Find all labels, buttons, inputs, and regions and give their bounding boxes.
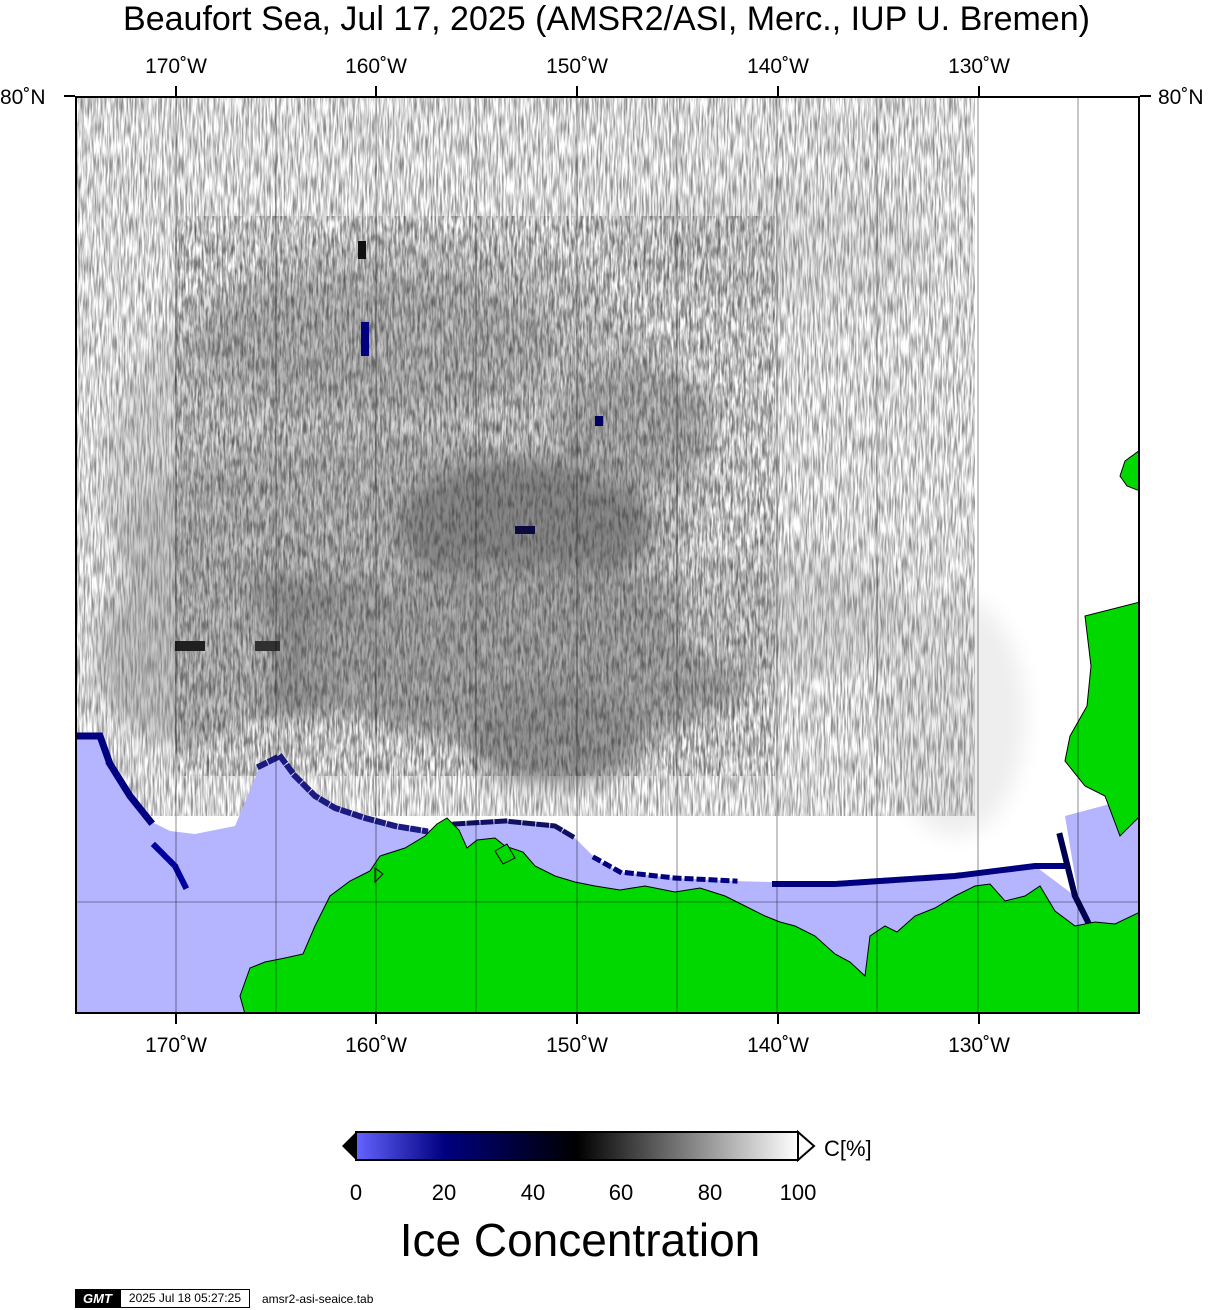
top-lon-tick: [375, 86, 377, 96]
source-file-label: amsr2-asi-seaice.tab: [262, 1291, 374, 1306]
top-lon-label-160w: 160˚W: [345, 55, 407, 78]
left-lat-tick: [64, 95, 75, 97]
colorbar: [342, 1130, 816, 1163]
top-lon-label-170w: 170˚W: [145, 55, 207, 78]
ice-concentration-field: [75, 96, 1025, 836]
graticule: [75, 96, 1140, 1014]
bottom-lon-label-160w: 160˚W: [345, 1034, 407, 1057]
bottom-lon-tick: [978, 1014, 980, 1024]
colorbar-tick-label: 0: [349, 1180, 363, 1205]
left-lat-label-80n: 80˚N: [0, 86, 46, 109]
colorbar-tick-label: 100: [779, 1180, 817, 1205]
colorbar-tick-label: 60: [608, 1180, 634, 1205]
colorbar-tick-label: 40: [520, 1180, 546, 1205]
top-lon-tick: [576, 86, 578, 96]
top-lon-label-130w: 130˚W: [948, 55, 1010, 78]
map-canvas[interactable]: [75, 96, 1140, 1014]
top-lon-label-150w: 150˚W: [546, 55, 608, 78]
colorbar-gradient: [355, 1131, 799, 1161]
bottom-lon-tick: [175, 1014, 177, 1024]
map-title: Beaufort Sea, Jul 17, 2025 (AMSR2/ASI, M…: [123, 0, 1090, 38]
bottom-lon-label-150w: 150˚W: [546, 1034, 608, 1057]
bottom-lon-tick: [576, 1014, 578, 1024]
map-border: [75, 96, 1140, 1014]
bottom-lon-label-140w: 140˚W: [747, 1034, 809, 1057]
colorbar-tick-label: 20: [431, 1180, 457, 1205]
top-lon-tick: [978, 86, 980, 96]
colorbar-high-triangle: [797, 1130, 816, 1163]
gmt-logo: GMT: [75, 1289, 120, 1308]
ice-edge-fringe: [75, 732, 1095, 931]
land-mass: [239, 449, 1140, 1014]
colorbar-title: Ice Concentration: [399, 1214, 761, 1266]
timestamp: 2025 Jul 18 05:27:25: [119, 1289, 250, 1308]
colorbar-unit-label: C[%]: [824, 1136, 872, 1161]
bottom-lon-tick: [375, 1014, 377, 1024]
top-lon-tick: [777, 86, 779, 96]
bottom-lon-tick: [777, 1014, 779, 1024]
top-lon-tick: [175, 86, 177, 96]
footer: GMT 2025 Jul 18 05:27:25 amsr2-asi-seaic…: [75, 1289, 373, 1308]
bottom-lon-label-170w: 170˚W: [145, 1034, 207, 1057]
map-panel[interactable]: [75, 96, 1140, 1014]
colorbar-tick-label: 80: [697, 1180, 723, 1205]
colorbar-low-triangle: [342, 1132, 356, 1160]
top-lon-label-140w: 140˚W: [747, 55, 809, 78]
right-lat-label-80n: 80˚N: [1158, 86, 1204, 109]
bottom-lon-label-130w: 130˚W: [948, 1034, 1010, 1057]
right-lat-tick: [1140, 95, 1151, 97]
